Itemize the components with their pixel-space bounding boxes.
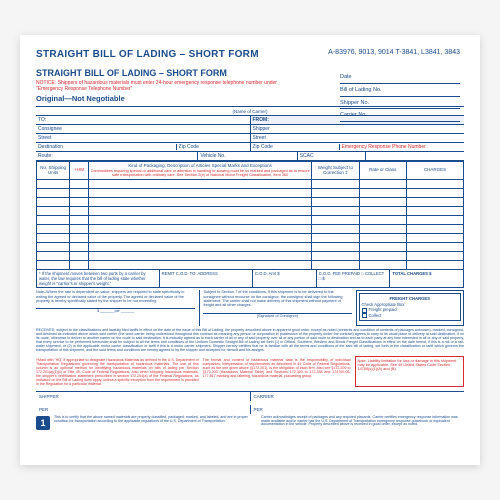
- carrier-per[interactable]: PER: [251, 405, 465, 414]
- col-hm: +HM: [70, 162, 89, 180]
- rate-note: Note–Where the rate is dependent on valu…: [36, 290, 195, 303]
- col-weight: Weight Subject to Correction ‡: [312, 162, 359, 180]
- liability-box: Note: Liability limitation for loss or d…: [355, 356, 465, 387]
- to-label: TO:: [36, 116, 251, 125]
- shipper-cert: This is to certify that the above named …: [54, 416, 257, 424]
- bol-no-field[interactable]: Bill of Lading No.: [340, 86, 460, 97]
- scac-field[interactable]: SCAC: [298, 152, 366, 160]
- bill-of-lading-form: STRAIGHT BILL OF LADING – SHORT FORM A-8…: [20, 35, 480, 465]
- copy-badge: 1: [36, 416, 50, 430]
- table-body[interactable]: [37, 180, 464, 270]
- carrier-no-field[interactable]: Carrier No.: [340, 111, 460, 122]
- hazmat-notice: NOTICE: Shippers of hazardous materials …: [36, 80, 296, 92]
- cod-fee[interactable]: C.O.D. FEE PREPAID □ COLLECT □ $: [317, 270, 391, 287]
- vehicle-field[interactable]: Vehicle No.: [198, 152, 297, 160]
- carrier-cert: Carrier acknowledges receipt of packages…: [261, 416, 464, 428]
- zip-from-field[interactable]: Zip Code: [253, 144, 339, 150]
- destination-field[interactable]: Destination: [38, 144, 176, 150]
- date-field[interactable]: Date: [340, 73, 460, 84]
- received-paragraph: RECEIVED, subject to the classifications…: [36, 329, 464, 353]
- items-table: No. Shipping Units +HM Kind of Packaging…: [36, 161, 464, 270]
- col-desc: Kind of Packaging, Description of Articl…: [89, 162, 312, 180]
- zip-to-field[interactable]: Zip Code: [176, 144, 248, 150]
- emergency-phone-label[interactable]: Emergency Response Phone Number: [339, 144, 462, 150]
- street-to-field[interactable]: Street: [36, 134, 251, 143]
- footnote-weights: * If the shipment moves between two port…: [37, 270, 160, 287]
- cod-amt[interactable]: C.O.D. Amt $: [253, 270, 317, 287]
- remit-cod[interactable]: REMIT C.O.D. TO: ADDRESS: [160, 270, 253, 287]
- shipper-field[interactable]: Shipper: [251, 125, 465, 134]
- route-field[interactable]: Route:: [36, 152, 198, 160]
- total-charges[interactable]: TOTAL CHARGES $: [390, 270, 463, 287]
- header-right: Date Bill of Lading No. Shipper No. Carr…: [340, 73, 460, 124]
- collect-checkbox[interactable]: [362, 313, 367, 318]
- consignee-field[interactable]: Consignee: [36, 125, 251, 134]
- emerg-phone-field[interactable]: [366, 152, 464, 160]
- section7-note: Subject to Section 7 of the conditions, …: [203, 290, 351, 307]
- hm-note2: The format and content of hazardous mate…: [203, 359, 351, 387]
- freight-charges-box: FREIGHT CHARGES Check Appropriate Box: F…: [356, 290, 465, 326]
- prepaid-checkbox[interactable]: [362, 308, 367, 313]
- col-rate: Rate or Class: [359, 162, 406, 180]
- shipper-sig-label: SHIPPER: [36, 392, 251, 401]
- col-units: No. Shipping Units: [37, 162, 70, 180]
- form-codes: A-83976, 9013, 9014 T-3841, L3841, 3843: [328, 49, 460, 56]
- street-from-field[interactable]: Street: [251, 134, 465, 143]
- shipper-per[interactable]: PER: [36, 405, 251, 414]
- col-charges: CHARGES: [407, 162, 464, 180]
- shipper-no-field[interactable]: Shipper No.: [340, 99, 460, 110]
- carrier-sig-label: CARRIER: [251, 392, 465, 401]
- hm-note: †Mark with "HQ" if appropriate to design…: [36, 359, 199, 387]
